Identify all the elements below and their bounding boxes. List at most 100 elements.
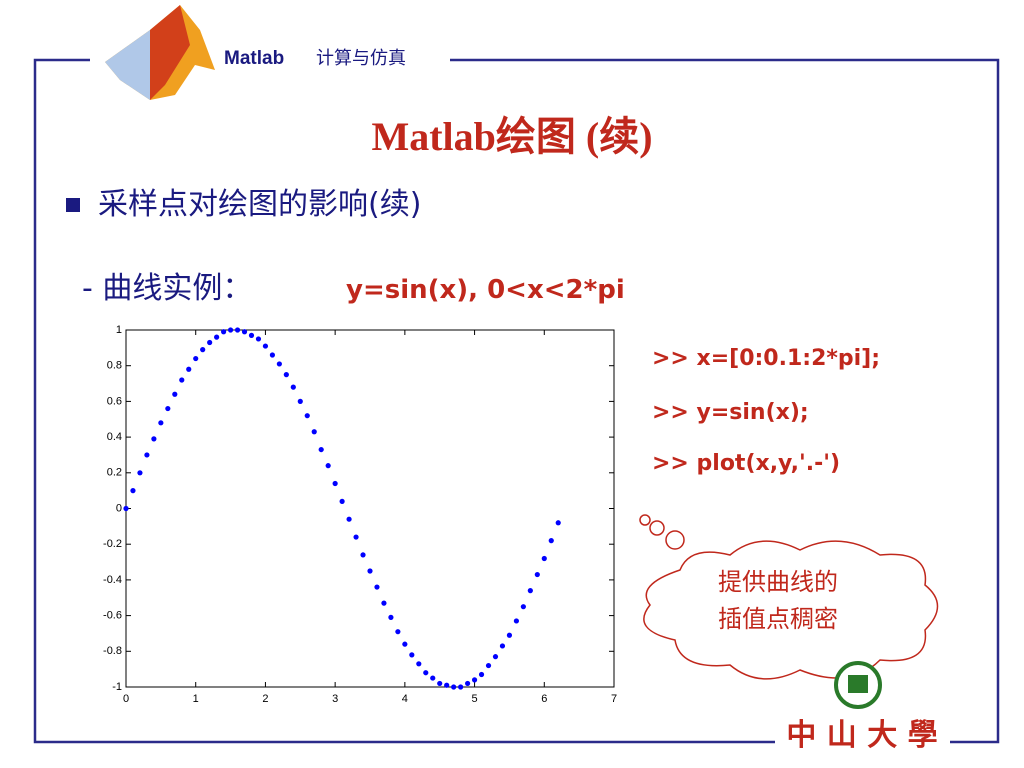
data-point [193,355,199,362]
data-point [499,643,506,649]
x-tick-label: 5 [472,693,478,705]
data-point [353,534,359,540]
data-point [332,480,338,487]
data-point [555,520,561,526]
data-point [374,584,380,590]
y-tick-label: -0.2 [103,538,122,550]
x-tick-label: 4 [402,693,408,705]
thought-cloud [639,514,939,680]
university-emblem [834,661,882,709]
data-point [290,384,296,390]
data-point [416,661,422,667]
code-line: >> plot(x,y,'.-') [652,451,840,476]
slide-frame [33,58,1000,744]
data-point [478,671,485,678]
header-course: 计算与仿真 [316,48,406,69]
data-point [339,498,345,504]
data-point [179,377,185,383]
data-point [388,614,394,620]
data-point [513,618,520,624]
data-point [471,677,478,683]
data-point [221,329,227,335]
x-tick-label: 1 [193,693,199,705]
plot-area [125,329,615,688]
y-tick-label: -1 [112,681,122,693]
y-tick-label: -0.6 [103,610,122,622]
data-point [165,405,171,412]
data-point [506,632,513,638]
data-point [444,682,450,688]
code-line: >> x=[0:0.1:2*pi]; [652,346,880,371]
data-point [395,629,401,635]
data-point [458,684,464,690]
data-point [297,398,303,404]
data-point [534,571,540,578]
data-point [276,361,282,367]
data-point [423,670,429,676]
data-point [346,516,352,522]
y-tick-label: 0 [116,502,122,514]
example-formula: y=sin(x), 0<x<2*pi [346,275,625,305]
y-tick-label: -0.8 [103,645,122,657]
data-point [409,652,415,658]
y-tick-label: 0.2 [107,467,122,479]
header-brand: Matlab [224,48,284,69]
university-name: 中 山 大 學 [786,718,937,753]
data-point [248,332,255,338]
data-point [360,552,366,558]
bullet-marker [66,198,80,212]
callout-text: 提供曲线的 [718,568,838,596]
example-label: - 曲线实例： [82,271,252,306]
data-point [255,336,262,342]
matlab-logo [105,5,215,100]
data-point [130,488,136,494]
data-point [304,413,310,419]
data-point [492,654,499,660]
x-tick-label: 2 [262,693,268,705]
data-point [186,366,192,372]
data-point [367,568,373,574]
data-point [123,505,129,512]
data-point [325,463,331,469]
data-point [381,600,387,606]
data-point [214,334,220,340]
data-point [451,684,457,690]
y-tick-label: 0.8 [107,360,122,372]
data-point [548,538,554,544]
data-point [437,680,443,687]
x-tick-label: 7 [611,693,617,705]
data-point [227,327,234,333]
y-tick-label: 1 [116,324,122,336]
y-tick-label: 0.4 [107,431,122,443]
x-tick-label: 3 [332,693,338,705]
callout-text: 插值点稠密 [718,605,838,633]
data-point [541,555,547,562]
y-tick-label: 0.6 [107,395,122,407]
data-point [151,436,157,442]
data-point [311,429,317,435]
data-point [207,339,213,346]
data-point [144,452,150,458]
data-point [172,391,178,397]
data-point [137,470,143,476]
data-point [283,372,289,378]
data-point [200,347,206,353]
x-tick-label: 6 [541,693,547,705]
data-point [262,343,269,349]
data-point [402,641,408,647]
x-tick-label: 0 [123,693,129,705]
data-point [527,588,533,594]
data-point [465,680,471,687]
data-point [485,662,492,669]
data-point [158,420,164,426]
code-line: >> y=sin(x); [652,400,809,425]
slide-title: Matlab绘图 (续) [371,114,652,159]
y-tick-label: -0.4 [103,574,122,586]
data-point [318,446,324,453]
data-point [241,329,248,335]
bullet-text: 采样点对绘图的影响(续) [98,187,421,222]
data-point [234,327,241,333]
data-point [430,675,436,681]
data-point [520,604,526,610]
